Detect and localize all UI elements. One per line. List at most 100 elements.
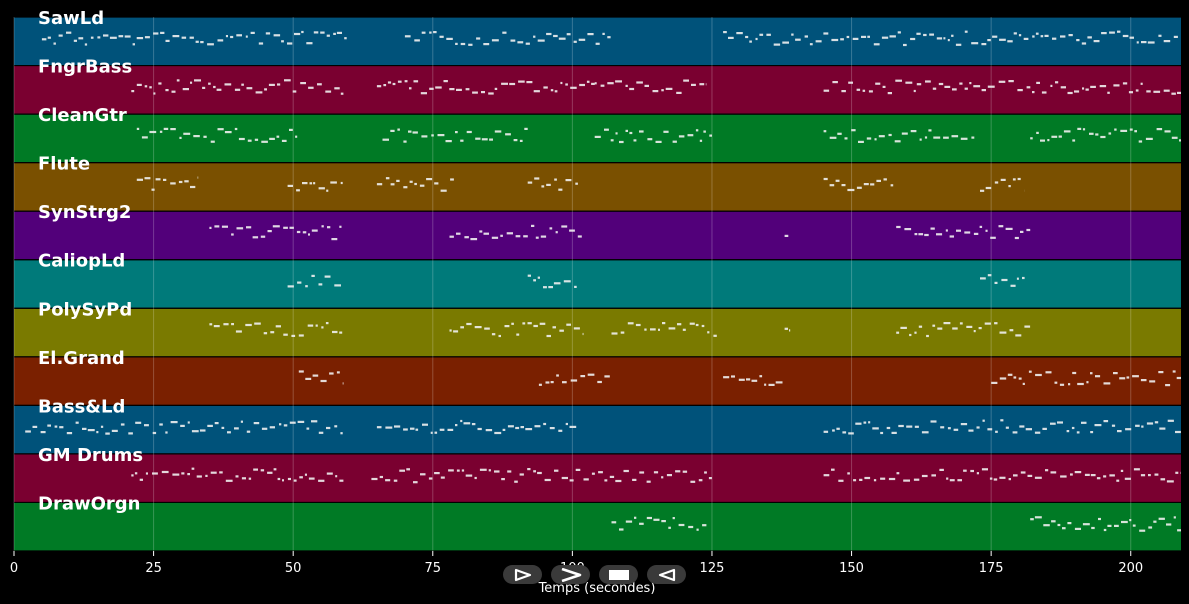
note [1141,41,1147,44]
note-segment [376,419,577,435]
note [1076,431,1080,434]
note [1050,471,1057,474]
note [1148,526,1153,529]
note [558,37,566,40]
note [311,229,318,232]
note [870,183,875,186]
note [189,36,194,39]
x-tick-label: 75 [425,561,442,576]
note [971,42,979,45]
note [1090,431,1094,434]
note [1129,36,1134,39]
note [132,43,135,46]
note [913,478,920,481]
note [313,182,316,185]
fast-forward-button[interactable] [551,565,590,584]
note [1066,430,1070,433]
note [533,470,536,473]
note [914,425,919,428]
note [999,331,1007,334]
note [1159,427,1166,430]
note [1040,35,1044,38]
note [858,140,864,143]
play-button[interactable] [503,565,542,584]
note [696,528,699,531]
note [387,81,392,84]
note [918,325,923,328]
note [502,31,507,34]
note [180,424,185,427]
note [906,425,913,428]
note [1042,427,1047,430]
note [1122,34,1129,38]
note [611,332,618,335]
note-segment [823,79,1181,95]
note [554,90,558,93]
note [297,420,305,423]
note [111,429,118,432]
stop-button[interactable] [599,565,638,584]
note [661,476,664,479]
note [1010,284,1016,287]
note [429,87,434,90]
note [329,372,334,375]
note [531,224,535,227]
note [1120,469,1124,472]
rewind-button[interactable] [647,565,686,584]
note [736,32,743,35]
note [210,471,217,474]
note [501,82,508,85]
note [791,33,794,36]
note [1133,468,1140,471]
note-segment [896,322,1031,338]
note [872,427,879,430]
note [311,274,315,277]
note [437,134,445,137]
note [273,34,281,37]
note [1134,130,1137,133]
note [1147,41,1155,44]
note [553,34,558,38]
note [1017,177,1021,181]
note [1074,471,1082,474]
note [136,127,140,130]
note [460,326,464,329]
note [784,327,788,330]
note [960,423,968,426]
note [1148,474,1151,477]
note [376,183,383,186]
note [856,186,862,189]
track-lane [14,163,1181,211]
note [214,422,219,425]
note-segment [594,128,712,144]
note-segment [136,127,298,143]
note [312,374,319,377]
note [655,140,662,143]
note [1047,139,1050,142]
note [1024,325,1031,328]
note [339,331,343,334]
note [1103,475,1107,478]
note [639,522,644,525]
note [615,479,622,483]
note [831,38,839,42]
note [841,184,846,187]
note [1090,372,1093,375]
note [559,329,564,332]
note [1154,473,1159,476]
note [1076,39,1080,42]
note [677,323,682,326]
note [1060,475,1067,478]
note [755,37,758,41]
note [234,88,241,91]
note [134,472,138,475]
note [666,474,672,477]
note [647,138,653,141]
note [561,225,568,228]
note [886,426,891,430]
x-tick-label: 200 [1118,561,1143,576]
note [145,472,148,475]
rewind-icon [658,568,675,581]
note [334,87,340,90]
note [240,420,243,423]
